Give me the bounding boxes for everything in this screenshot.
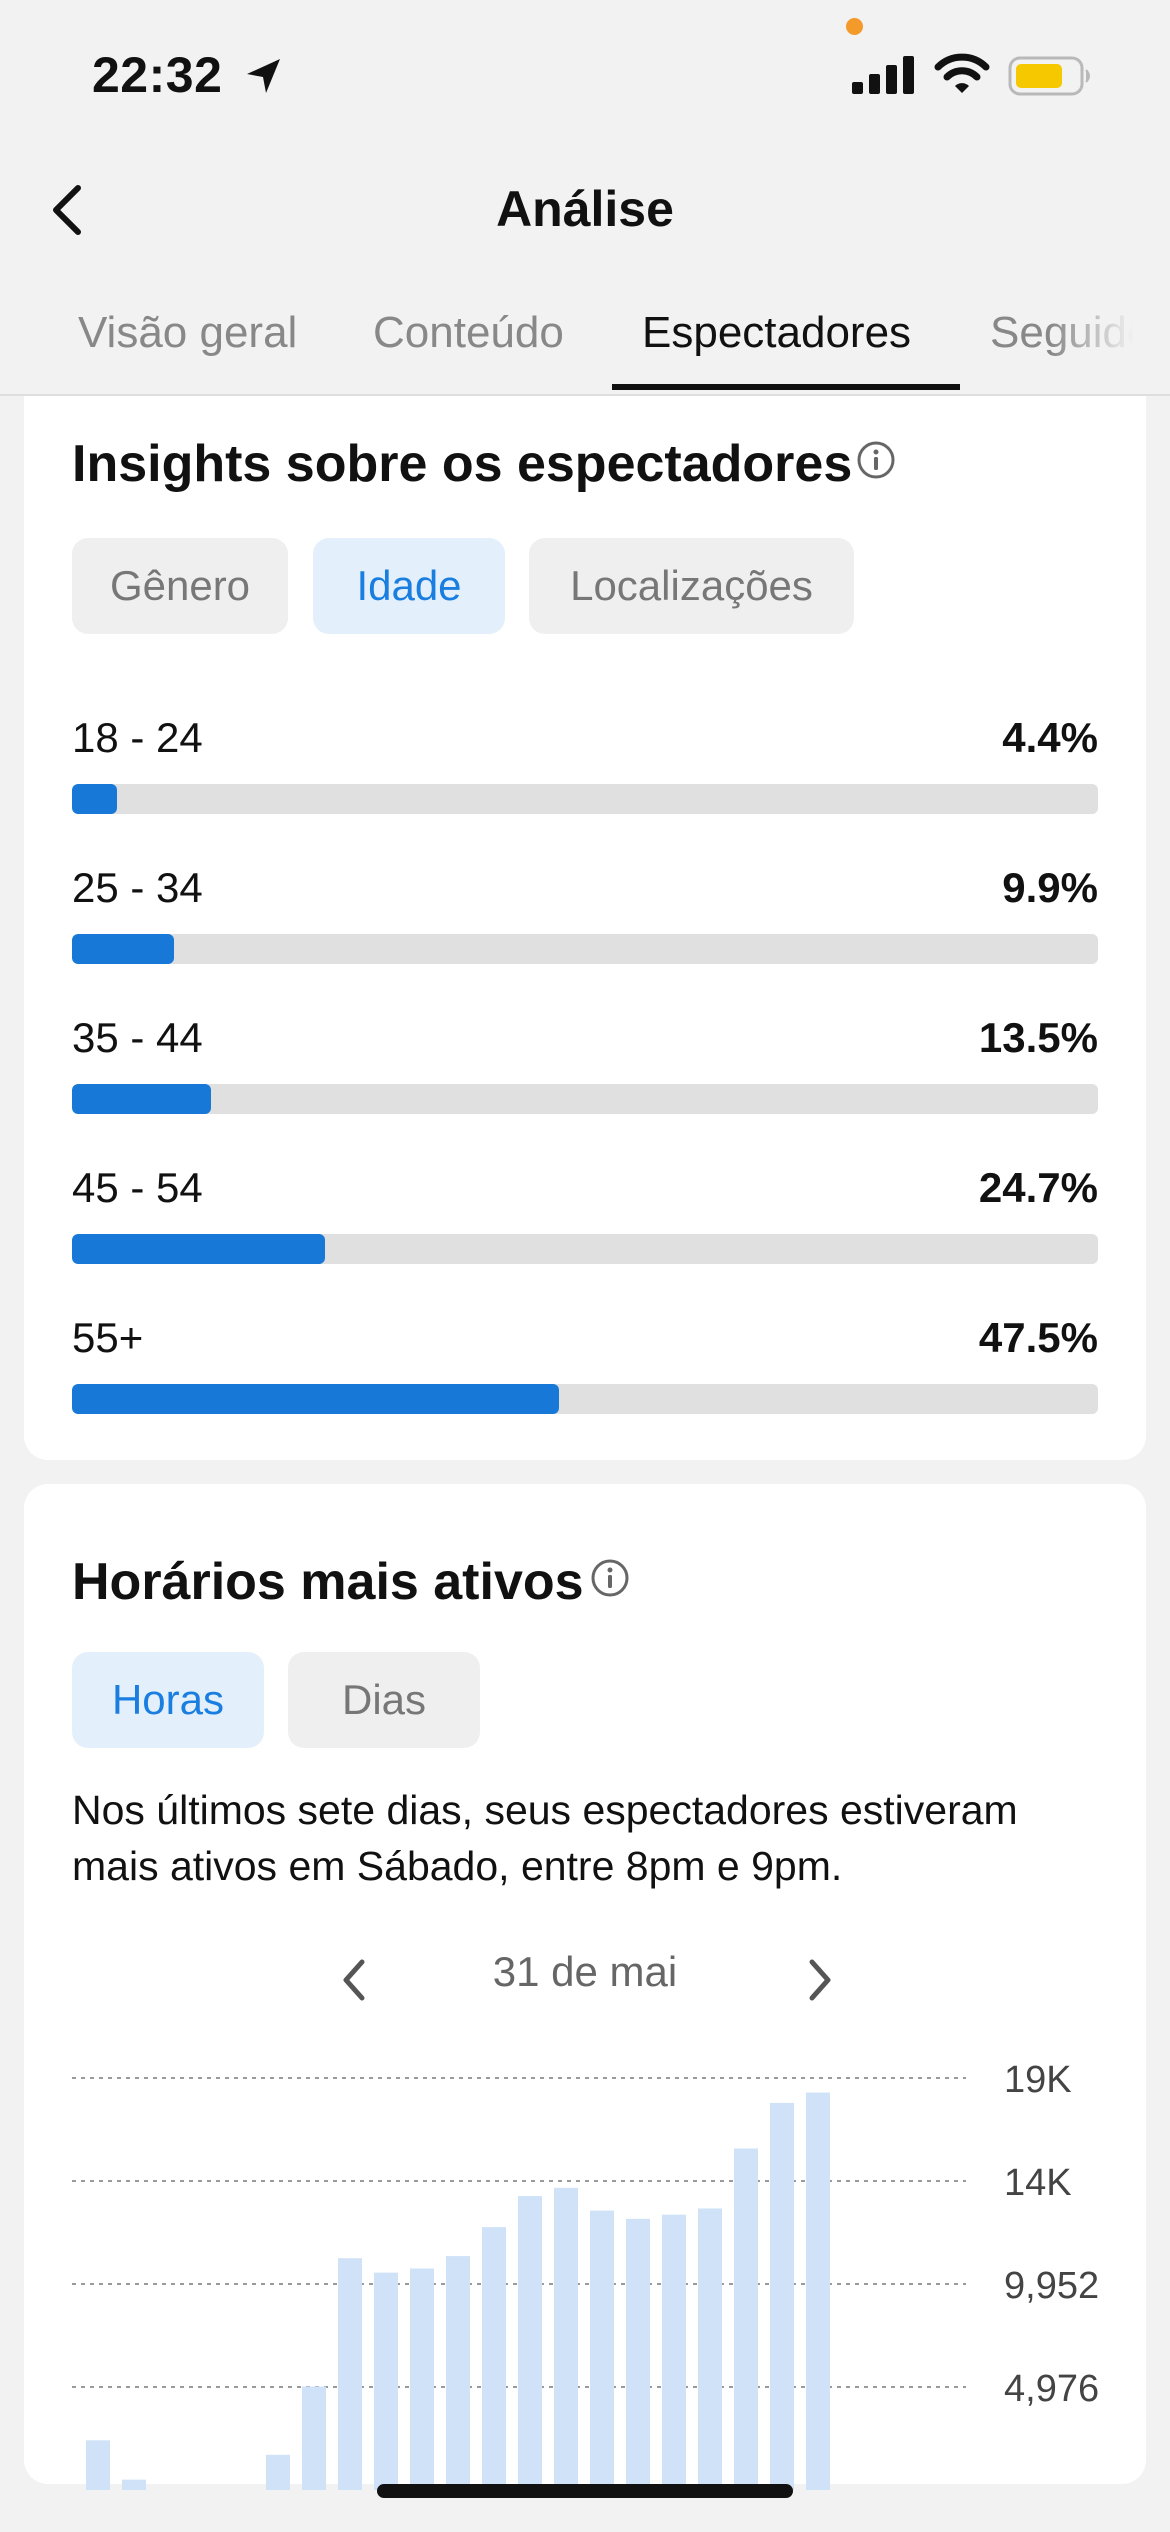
date-navigator: 31 de mai xyxy=(24,1944,1146,2014)
home-indicator xyxy=(377,2484,793,2498)
age-label: 35 - 44 xyxy=(72,1014,203,1061)
location-arrow-icon xyxy=(247,59,280,93)
y-tick-label: 14K xyxy=(1004,2162,1072,2204)
chart-bar[interactable] xyxy=(626,2218,650,2490)
chevron-right-icon[interactable] xyxy=(794,1952,844,2008)
age-bar-fill xyxy=(72,1084,211,1114)
insights-title: Insights sobre os espectadores xyxy=(72,435,853,493)
tab-bar: Visão geral Conteúdo Espectadores Seguid… xyxy=(0,270,1170,396)
active-tab-underline xyxy=(612,384,960,390)
age-bar-track xyxy=(72,934,1098,964)
wifi-icon xyxy=(934,53,990,93)
active-hours-chart: 19K 14K 9,952 4,976 xyxy=(72,2059,1099,2490)
age-bar-track xyxy=(72,1384,1098,1414)
date-label: 31 de mai xyxy=(492,1948,678,1995)
chart-bar[interactable] xyxy=(302,2386,326,2490)
age-value: 9.9% xyxy=(1002,864,1098,911)
chart-bar[interactable] xyxy=(554,2187,578,2490)
info-icon[interactable] xyxy=(856,440,896,480)
tab-overview[interactable]: Visão geral xyxy=(78,308,298,357)
status-bar: 22:32 xyxy=(0,0,1170,150)
chip-gender[interactable]: Gênero xyxy=(72,538,288,634)
chart-bar[interactable] xyxy=(518,2196,542,2490)
signal-icon xyxy=(852,56,914,94)
back-chevron-icon[interactable] xyxy=(44,180,94,240)
chart-bar[interactable] xyxy=(734,2148,758,2490)
age-bar-track xyxy=(72,1084,1098,1114)
age-label: 55+ xyxy=(72,1314,144,1361)
chart-bar[interactable] xyxy=(86,2440,110,2490)
chart-bar[interactable] xyxy=(410,2268,434,2490)
age-label: 18 - 24 xyxy=(72,714,203,761)
chart-bar[interactable] xyxy=(338,2258,362,2490)
status-time: 22:32 xyxy=(92,47,223,103)
active-times-title: Horários mais ativos xyxy=(72,1553,584,1611)
tab-content[interactable]: Conteúdo xyxy=(373,308,564,357)
privacy-indicator-dot xyxy=(846,18,863,35)
age-bar-fill xyxy=(72,784,118,814)
age-value: 13.5% xyxy=(978,1014,1098,1061)
age-value: 47.5% xyxy=(978,1314,1098,1361)
chip-hours[interactable]: Horas xyxy=(72,1652,264,1748)
chart-bar[interactable] xyxy=(590,2210,614,2490)
chart-bar[interactable] xyxy=(482,2227,506,2490)
age-label: 45 - 54 xyxy=(72,1164,203,1211)
chip-days[interactable]: Dias xyxy=(288,1652,480,1748)
y-tick-label: 19K xyxy=(1004,2059,1072,2101)
chip-age[interactable]: Idade xyxy=(313,538,505,634)
age-label: 25 - 34 xyxy=(72,864,203,911)
tab-viewers[interactable]: Espectadores xyxy=(642,308,912,357)
y-tick-label: 9,952 xyxy=(1004,2265,1099,2307)
active-times-description: Nos últimos sete dias, seus espectadores… xyxy=(72,1787,1018,1889)
age-value: 4.4% xyxy=(1002,714,1098,761)
battery-icon xyxy=(1008,56,1090,96)
age-bar-track xyxy=(72,1234,1098,1264)
info-icon[interactable] xyxy=(590,1558,630,1598)
age-bar-track xyxy=(72,784,1098,814)
chart-bar[interactable] xyxy=(770,2102,794,2490)
chart-bar[interactable] xyxy=(698,2208,722,2490)
chip-locations[interactable]: Localizações xyxy=(529,538,854,634)
chart-bar[interactable] xyxy=(446,2256,470,2490)
age-bar-fill xyxy=(72,934,174,964)
tabs-fade xyxy=(1050,270,1170,390)
age-value: 24.7% xyxy=(978,1164,1098,1211)
chart-bar[interactable] xyxy=(374,2272,398,2490)
y-tick-label: 4,976 xyxy=(1004,2368,1099,2410)
chart-bar[interactable] xyxy=(806,2092,830,2490)
viewer-insights-card: Insights sobre os espectadores Gênero Id… xyxy=(24,396,1146,1460)
age-bar-fill xyxy=(72,1384,560,1414)
chart-bar[interactable] xyxy=(662,2214,686,2490)
active-times-card: Horários mais ativos Horas Dias Nos últi… xyxy=(24,1484,1146,2490)
nav-bar: Análise xyxy=(0,150,1170,270)
chevron-left-icon[interactable] xyxy=(330,1952,380,2008)
age-bar-fill xyxy=(72,1234,326,1264)
page-title: Análise xyxy=(496,181,674,237)
chart-bar[interactable] xyxy=(122,2479,146,2490)
chart-bar[interactable] xyxy=(266,2454,290,2490)
